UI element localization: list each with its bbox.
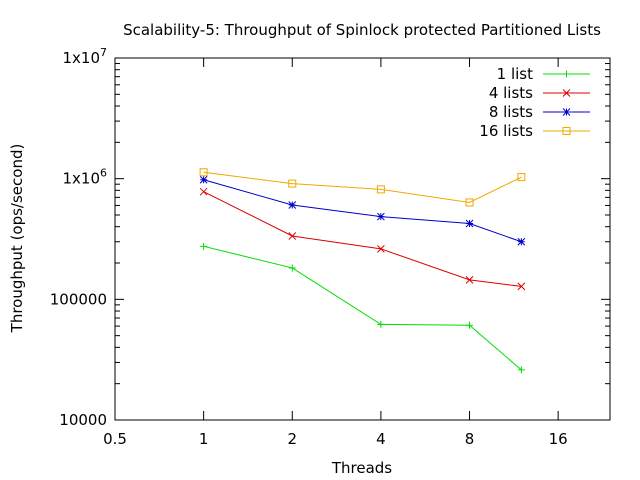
data-point <box>377 212 385 221</box>
tick-marks <box>114 57 610 421</box>
y-tick-label-exponent: 7 <box>100 46 107 59</box>
legend-entry: 8 lists <box>489 103 590 121</box>
x-tick-label: 8 <box>465 430 475 448</box>
data-point <box>465 219 474 228</box>
y-tick-label-base: 1x10 <box>62 49 100 67</box>
legend-label: 1 list <box>497 65 533 83</box>
data-point <box>288 232 297 240</box>
legend-marker <box>563 70 570 78</box>
plot-frame <box>114 57 611 421</box>
data-point <box>517 237 526 246</box>
legend-marker <box>562 108 571 116</box>
data-point <box>288 179 297 188</box>
legend-entry: 16 lists <box>479 122 590 140</box>
data-point <box>466 321 474 329</box>
series-line <box>203 171 522 203</box>
data-point <box>200 242 208 250</box>
y-axis-label: Throughput (ops/second) <box>8 144 26 334</box>
x-tick-label: 16 <box>549 430 568 448</box>
x-tick-label: 4 <box>376 430 386 448</box>
series-8-lists <box>199 175 526 246</box>
y-tick-label: 10000 <box>59 411 107 429</box>
x-axis-label: Threads <box>331 459 392 477</box>
data-point <box>465 276 474 284</box>
legend-label: 4 lists <box>489 84 533 102</box>
legend-label: 8 lists <box>489 103 533 121</box>
series-1-list <box>200 242 525 374</box>
legend-entry: 4 lists <box>489 84 590 102</box>
data-point <box>465 198 474 207</box>
series-line <box>203 245 522 371</box>
data-point <box>199 168 208 177</box>
data-point <box>288 201 297 209</box>
y-tick-label: 1x107 <box>62 46 107 67</box>
chart-title: Scalability-5: Throughput of Spinlock pr… <box>123 21 601 39</box>
legend-marker <box>562 127 571 135</box>
x-tick-label: 0.5 <box>103 430 127 448</box>
x-tick-label: 1 <box>199 430 209 448</box>
y-tick-label-exponent: 6 <box>100 167 107 180</box>
data-point <box>199 187 208 196</box>
legend-entry: 1 list <box>497 65 590 83</box>
data-point <box>517 366 525 374</box>
y-tick-label-base: 1x10 <box>62 170 100 188</box>
data-point <box>517 282 526 291</box>
y-tick-label: 100000 <box>50 290 107 308</box>
series-layer <box>199 168 526 374</box>
data-point <box>517 173 526 182</box>
legend-marker <box>562 89 571 97</box>
data-point <box>377 245 385 253</box>
series-line <box>203 191 522 287</box>
legend-label: 16 lists <box>479 122 533 140</box>
series-4-lists <box>199 187 526 291</box>
series-line <box>203 179 522 243</box>
series-16-lists <box>199 168 526 207</box>
data-point <box>288 264 296 272</box>
data-point <box>377 320 385 328</box>
x-tick-label: 2 <box>287 430 297 448</box>
data-point <box>199 175 208 184</box>
data-point <box>376 185 385 194</box>
y-tick-label: 1x106 <box>62 167 107 188</box>
